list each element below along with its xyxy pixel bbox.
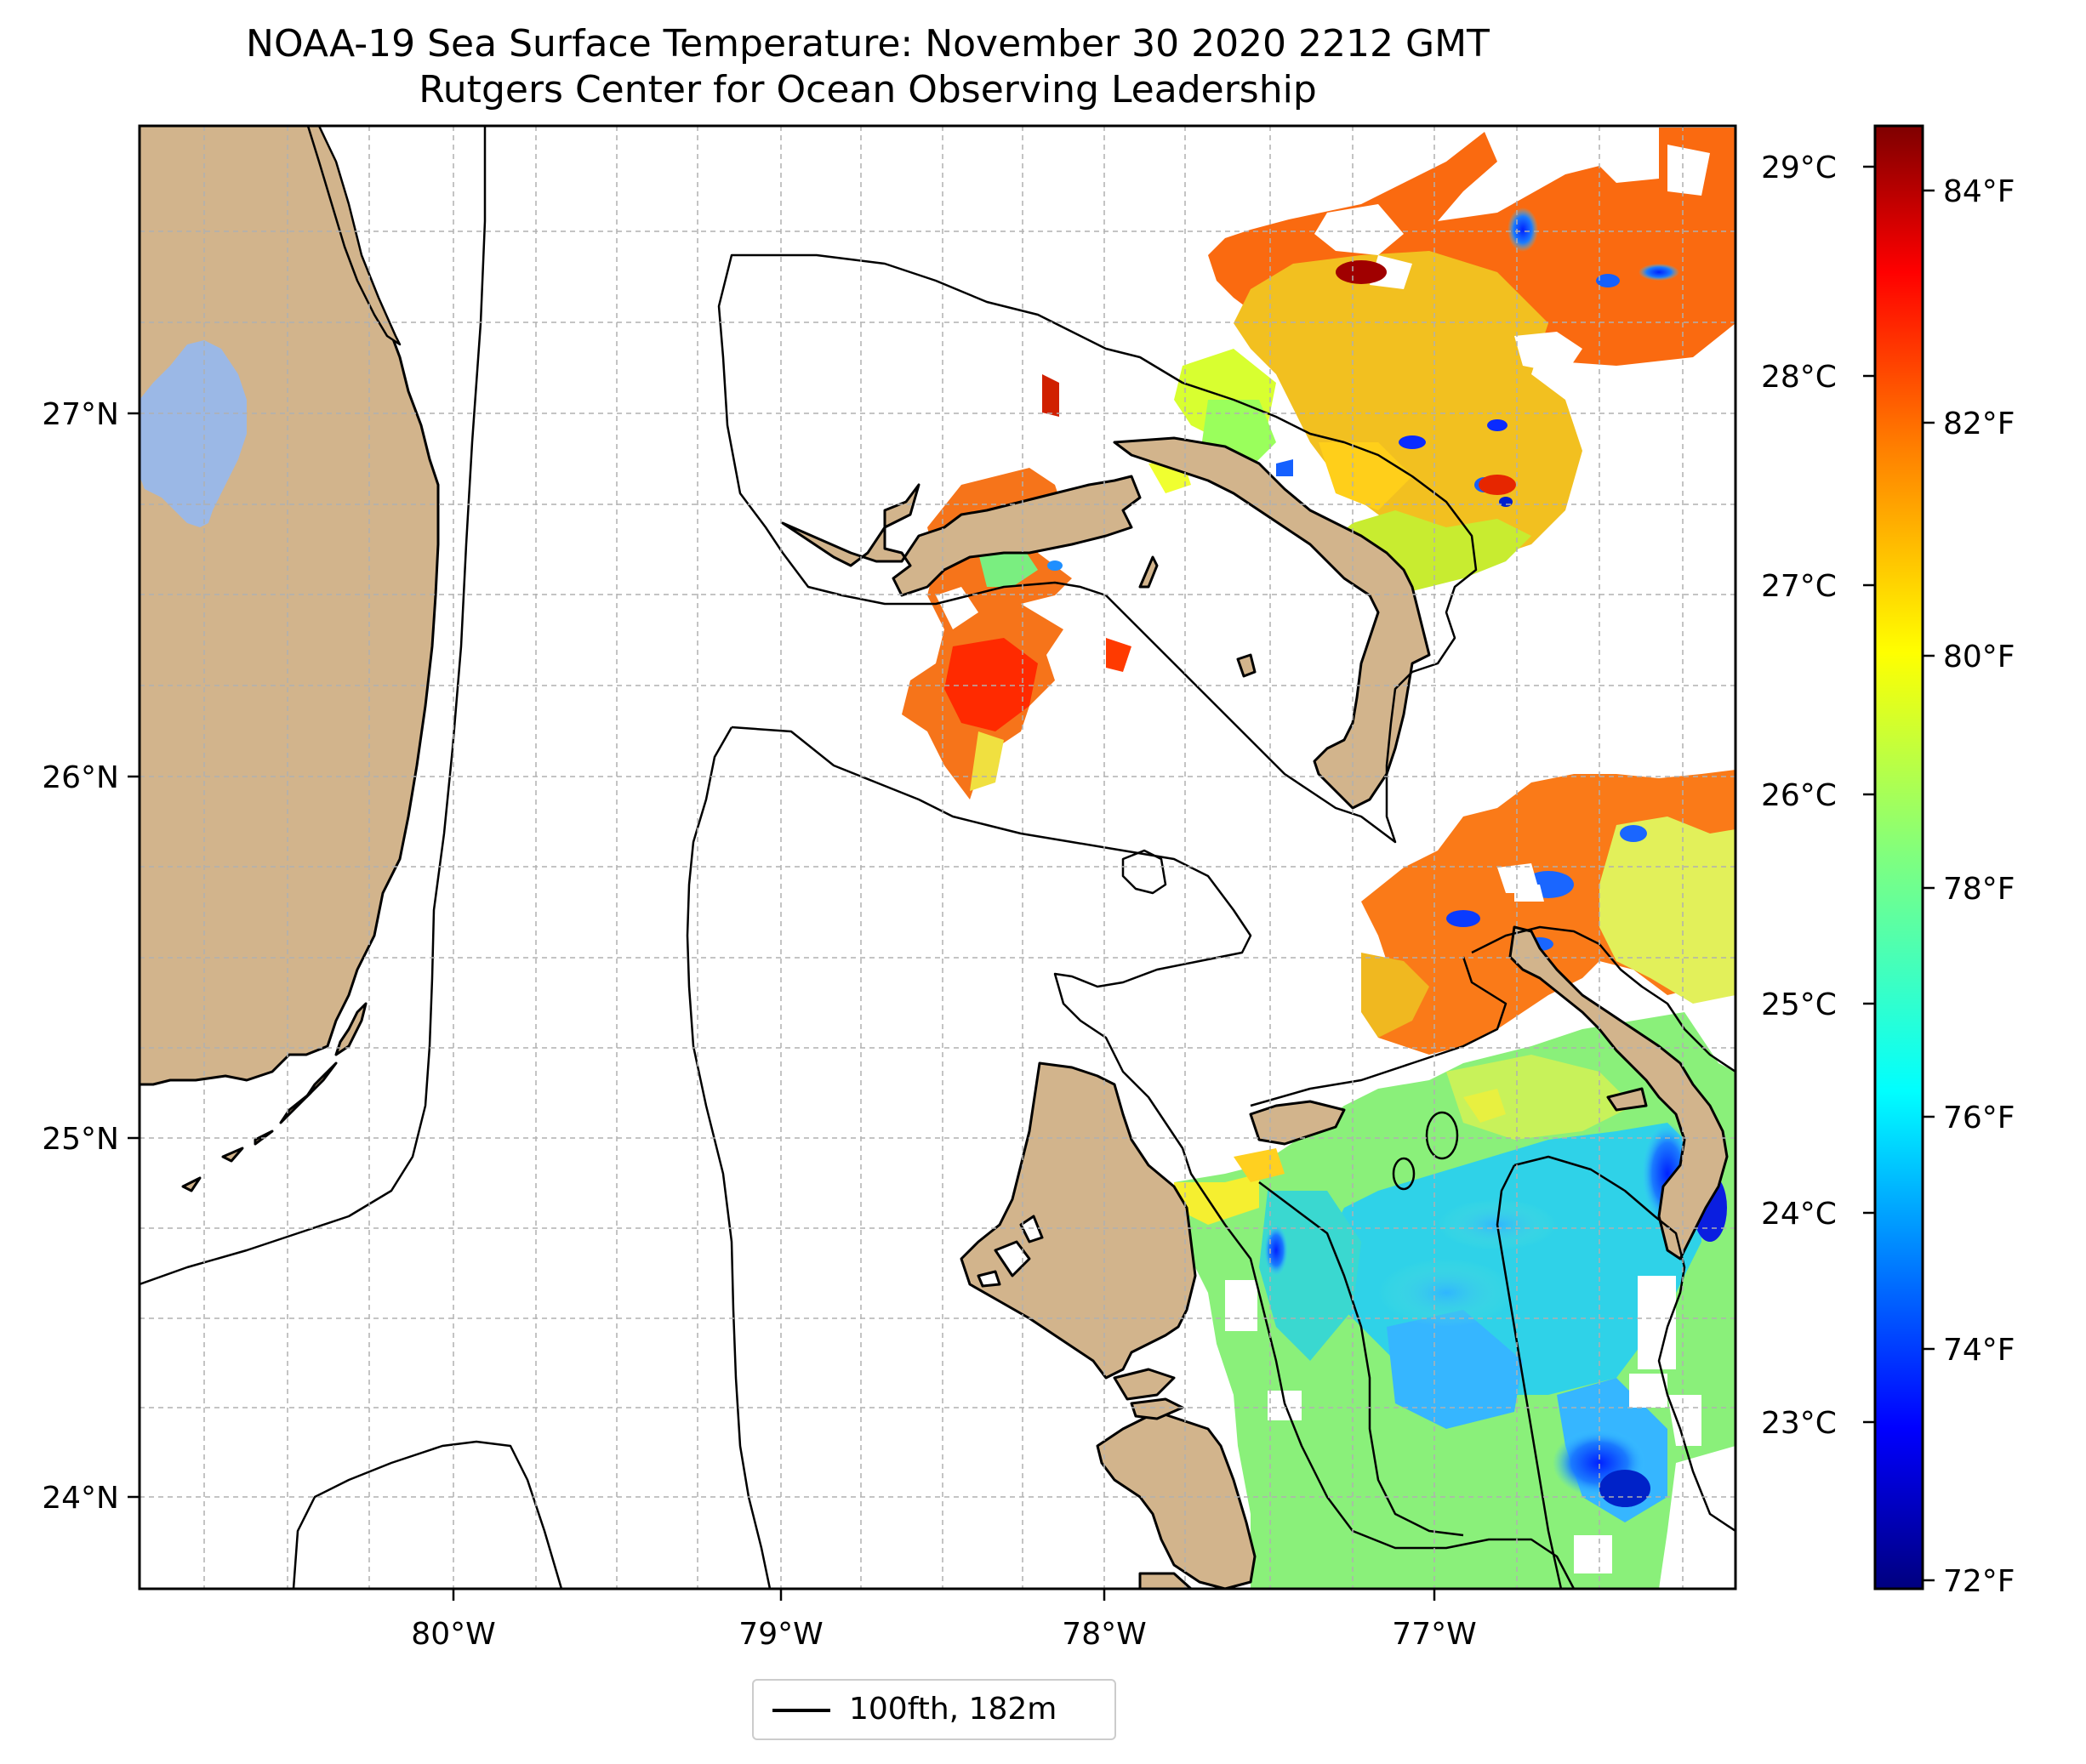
colorbar-f-label-1: 82°F — [1943, 407, 2015, 441]
colorbar-c-label-0: 29°C — [1761, 151, 1837, 185]
colorbar — [1873, 124, 1924, 1590]
colorbar-c-label-4: 25°C — [1761, 987, 1837, 1022]
lake-okeechobee — [140, 340, 247, 527]
colorbar-c-label-3: 26°C — [1761, 778, 1837, 813]
lon-label-77w: 77°W — [1392, 1617, 1476, 1652]
legend-line-swatch — [772, 1709, 830, 1712]
lon-label-78w: 78°W — [1062, 1617, 1146, 1652]
colorbar-f-label-0: 84°F — [1943, 174, 2015, 209]
colorbar-c-label-5: 24°C — [1761, 1197, 1837, 1232]
colorbar-f-label-5: 74°F — [1943, 1333, 2015, 1368]
axis-ticks — [128, 412, 1436, 1601]
andros-land — [960, 1061, 1197, 1380]
lon-label-80w: 80°W — [411, 1617, 495, 1652]
colorbar-f-label-3: 78°F — [1943, 872, 2015, 907]
legend-label: 100fth, 182m — [849, 1692, 1057, 1727]
colorbar-ticks — [1863, 165, 1935, 1582]
colorbar-c-label-2: 27°C — [1761, 569, 1837, 604]
sst-data-layer — [902, 128, 1735, 1589]
grand-bahama-land — [781, 475, 1142, 597]
legend: 100fth, 182m — [752, 1679, 1116, 1740]
lat-label-27n: 27°N — [42, 397, 119, 432]
gridlines — [140, 126, 1735, 1589]
colorbar-c-label-6: 23°C — [1761, 1406, 1837, 1441]
colorbar-f-label-6: 72°F — [1943, 1564, 2015, 1599]
colorbar-f-label-4: 76°F — [1943, 1101, 2015, 1135]
lat-label-25n: 25°N — [42, 1122, 119, 1157]
chart-title: NOAA-19 Sea Surface Temperature: Novembe… — [246, 22, 1490, 65]
colorbar-c-label-1: 28°C — [1761, 360, 1837, 395]
eleuthera-land — [1508, 925, 1729, 1260]
lon-label-79w: 79°W — [738, 1617, 823, 1652]
lat-label-26n: 26°N — [42, 760, 119, 795]
plot-frame — [138, 124, 1737, 1590]
chart-subtitle: Rutgers Center for Ocean Observing Leade… — [419, 68, 1317, 111]
lat-label-24n: 24°N — [42, 1481, 119, 1516]
colorbar-f-label-2: 80°F — [1943, 640, 2015, 674]
